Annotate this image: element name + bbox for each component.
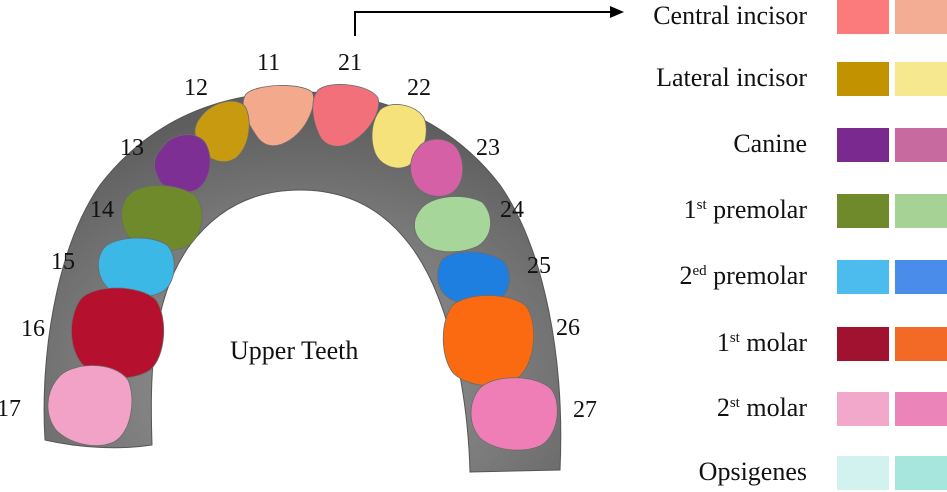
legend-row-2st-molar: 2st molar	[600, 392, 947, 428]
legend-swatch-right	[895, 456, 947, 490]
legend-swatch-left	[837, 194, 889, 228]
legend-label: 1st molar	[716, 328, 807, 357]
tooth-15	[98, 237, 175, 298]
legend-swatch-left	[837, 456, 889, 490]
legend-swatch-right	[895, 0, 947, 34]
legend-swatch-right	[895, 392, 947, 426]
tooth-13	[154, 134, 211, 193]
tooth-27	[470, 377, 558, 451]
legend-row-1st-molar: 1st molar	[600, 327, 947, 363]
legend-row-opsigenes: Opsigenes	[600, 456, 947, 492]
legend-label: Central incisor	[653, 1, 807, 30]
tooth-label-17: 17	[0, 396, 21, 422]
pointer-arrowhead	[610, 6, 624, 18]
legend-row-2ed-premolar: 2ed premolar	[600, 260, 947, 296]
dental-arch-diagram	[43, 6, 624, 473]
tooth-label-26: 26	[556, 315, 580, 341]
legend-swatch-left	[837, 392, 889, 426]
tooth-14	[121, 185, 203, 251]
legend-label: Canine	[733, 129, 807, 158]
legend-label: 2ed premolar	[679, 261, 807, 290]
tooth-label-27: 27	[573, 397, 597, 423]
legend-label: Opsigenes	[698, 457, 807, 486]
tooth-label-21: 21	[338, 50, 362, 76]
tooth-label-12: 12	[184, 75, 208, 101]
tooth-16	[71, 287, 165, 379]
tooth-label-22: 22	[407, 75, 431, 101]
tooth-label-13: 13	[120, 135, 144, 161]
tooth-label-16: 16	[21, 316, 45, 342]
legend-label: Lateral incisor	[656, 63, 807, 92]
tooth-label-24: 24	[500, 197, 524, 223]
tooth-11	[242, 85, 315, 147]
tooth-21	[312, 84, 380, 147]
tooth-label-15: 15	[51, 249, 75, 275]
legend-swatch-right	[895, 128, 947, 162]
tooth-17	[47, 365, 133, 446]
legend-label: 2st molar	[716, 393, 807, 422]
tooth-label-25: 25	[527, 253, 551, 279]
legend-row-1st-premolar: 1st premolar	[600, 194, 947, 230]
legend-swatch-right	[895, 260, 947, 294]
tooth-label-14: 14	[90, 197, 114, 223]
pointer-arrow-line	[354, 11, 610, 36]
legend-swatch-left	[837, 128, 889, 162]
tooth-23	[410, 138, 464, 197]
legend-swatch-left	[837, 327, 889, 361]
legend-swatch-left	[837, 0, 889, 34]
legend-swatch-right	[895, 327, 947, 361]
teeth-group	[47, 84, 558, 451]
upper-teeth-label: Upper Teeth	[230, 336, 359, 365]
legend-row-central-incisor: Central incisor	[600, 0, 947, 36]
tooth-label-11: 11	[257, 50, 281, 76]
legend-row-lateral-incisor: Lateral incisor	[600, 62, 947, 98]
tooth-label-23: 23	[476, 135, 500, 161]
tooth-24	[414, 196, 491, 253]
tooth-26	[442, 295, 535, 386]
legend-swatch-left	[837, 260, 889, 294]
legend-swatch-right	[895, 194, 947, 228]
legend-swatch-right	[895, 62, 947, 96]
legend-swatch-left	[837, 62, 889, 96]
legend-row-canine: Canine	[600, 128, 947, 164]
legend-label: 1st premolar	[683, 195, 807, 224]
tooth-22	[371, 104, 427, 169]
